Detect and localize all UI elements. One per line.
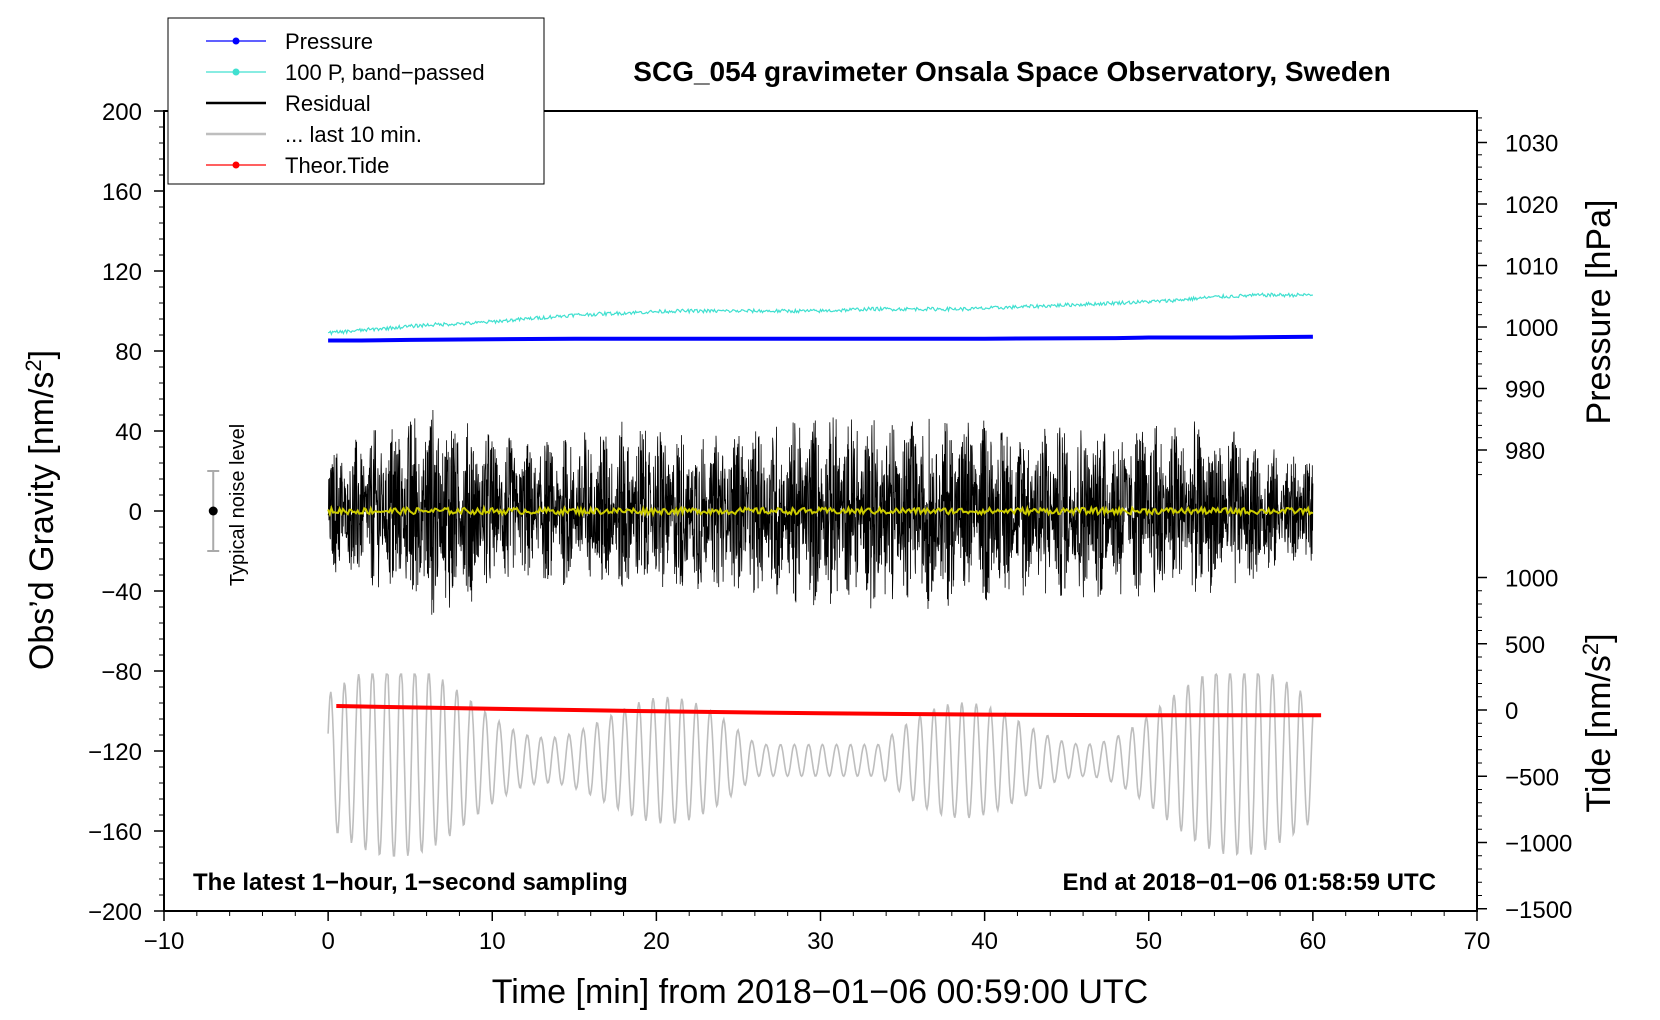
x-axis-title: Time [min] from 2018−01−06 00:59:00 UTC [492, 973, 1148, 1011]
x-tick-label: 40 [971, 928, 998, 955]
legend-label: Residual [285, 91, 371, 116]
y-axis-title-left: Obs’d Gravity [nm/s2] [21, 350, 61, 670]
series-pressure-band-passed [327, 292, 1313, 337]
pressure-tick-label: 980 [1505, 438, 1545, 465]
y-tick-label: 120 [102, 259, 142, 286]
tide-tick-label: 1000 [1505, 566, 1558, 593]
legend-label: 100 P, band−passed [285, 60, 485, 85]
y-tick-label: 40 [115, 419, 142, 446]
legend-marker [232, 37, 240, 45]
noise-level-marker [208, 506, 218, 516]
x-tick-label: −10 [144, 928, 185, 955]
pressure-tick-label: 1020 [1505, 192, 1558, 219]
noise-level-label: Typical noise level [227, 424, 249, 586]
x-tick-label: 10 [479, 928, 506, 955]
y-tick-label: −80 [101, 659, 142, 686]
tide-tick-label: −1000 [1505, 831, 1572, 858]
pressure-tick-label: 1000 [1505, 315, 1558, 342]
series-residual [327, 409, 1314, 615]
annotation-left: The latest 1−hour, 1−second sampling [193, 869, 628, 896]
y-tick-label: −200 [88, 899, 142, 926]
series-last-10-min [327, 672, 1314, 857]
pressure-tick-label: 1030 [1505, 131, 1558, 158]
x-tick-label: 50 [1135, 928, 1162, 955]
pressure-tick-label: 990 [1505, 377, 1545, 404]
y-tick-label: 160 [102, 179, 142, 206]
series-pressure [328, 334, 1313, 343]
y-tick-label: 80 [115, 339, 142, 366]
x-tick-label: 30 [807, 928, 834, 955]
legend-label: Theor.Tide [285, 153, 389, 178]
tide-tick-label: 0 [1505, 698, 1518, 725]
pressure-tick-label: 1010 [1505, 254, 1558, 281]
x-tick-label: 20 [643, 928, 670, 955]
y-axis-title-pressure: Pressure [hPa] [1580, 200, 1618, 425]
chart-title: SCG_054 gravimeter Onsala Space Observat… [633, 56, 1390, 87]
tide-tick-label: 500 [1505, 632, 1545, 659]
x-tick-label: 70 [1464, 928, 1491, 955]
plot-frame [163, 110, 1478, 912]
annotation-right: End at 2018−01−06 01:58:59 UTC [1062, 869, 1436, 896]
y-tick-label: 200 [102, 99, 142, 126]
series-residual-smoothed [327, 504, 1314, 518]
series-theor-tide [336, 704, 1322, 718]
x-tick-label: 0 [321, 928, 334, 955]
y-tick-label: −40 [101, 579, 142, 606]
legend-box [167, 17, 545, 185]
y-tick-label: −160 [88, 819, 142, 846]
y-tick-label: −120 [88, 739, 142, 766]
legend-label: Pressure [285, 29, 373, 54]
y-axis-title-tide: Tide [nm/s2] [1578, 633, 1618, 812]
y-tick-label: 0 [129, 499, 142, 526]
tide-tick-label: −500 [1505, 764, 1559, 791]
legend-marker [232, 161, 240, 169]
tide-tick-label: −1500 [1505, 897, 1572, 924]
legend-label: ... last 10 min. [285, 122, 422, 147]
legend-marker [232, 68, 240, 76]
x-tick-label: 60 [1300, 928, 1327, 955]
